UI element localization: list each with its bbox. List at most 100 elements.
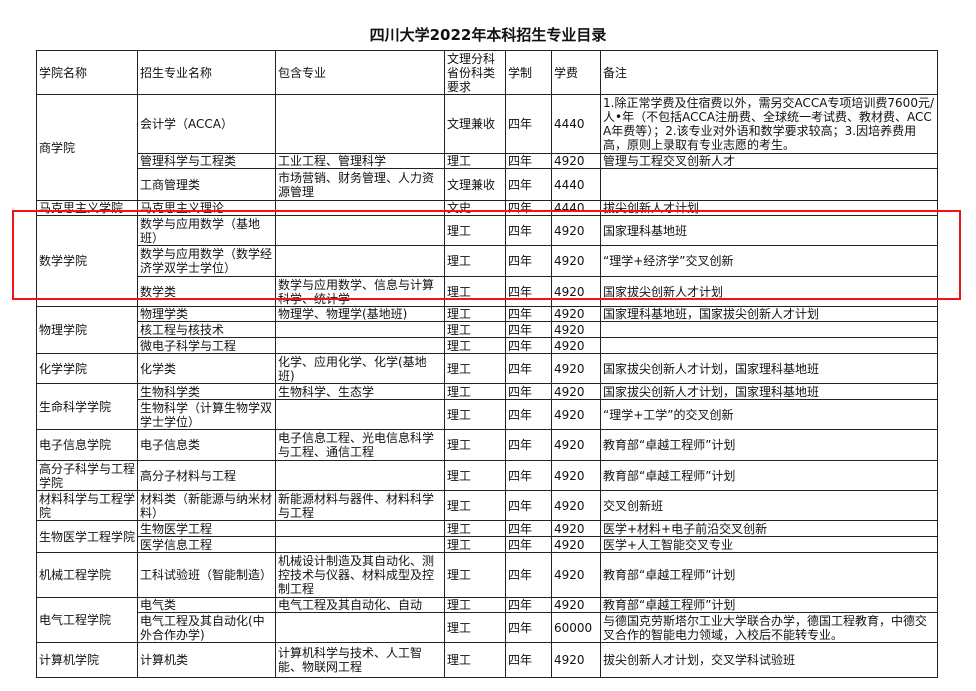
major-name: 电气工程及其自动化(中外合作办学) [140,613,265,642]
included-majors-cell [275,460,445,491]
major-name-cell: 医学信息工程 [137,536,276,553]
college-name-cell: 物理学院 [36,306,138,354]
major-name-cell: 电子信息类 [137,429,276,461]
table-row: 微电子科学与工程 理工 四年 4920 [37,337,938,354]
subject-category: 理工 [447,568,472,582]
major-name: 医学信息工程 [140,537,213,552]
included-majors-cell [275,399,445,430]
included-majors [278,400,442,429]
table-row: 电气工程学院 电气类 电气工程及其自动化、自动 理工 四年 4920 教育部“卓越工程师”计… [36,597,938,643]
remarks: 教育部“卓越工程师”计划 [603,568,736,582]
major-name-cell: 高分子材料与工程 [137,460,276,491]
subject-category: 理工 [447,598,472,612]
major-name: 电气类 [140,598,177,612]
included-majors: 物理学、物理学(基地班) [278,307,408,321]
subject-category: 理工 [447,154,472,168]
remarks: “理学+工学”的交叉创新 [603,407,734,422]
tuition-fee-cell: 4920 [551,642,601,678]
subject-category-cell: 理工 [444,321,506,338]
remarks [603,322,935,337]
included-majors: 计算机科学与技术、人工智能、物联网工程 [278,646,423,674]
duration-cell: 四年 [505,460,552,491]
duration: 四年 [508,307,533,321]
college-name: 电子信息学院 [39,438,112,452]
tuition-fee: 4920 [554,284,585,299]
remarks-cell [600,168,938,201]
major-name-cell: 电气工程及其自动化(中外合作办学) [137,612,276,643]
major-name-cell: 物理学类 [137,306,276,322]
subject-category: 理工 [447,338,472,353]
tuition-fee: 4920 [554,537,585,552]
subject-category-cell: 理工 [444,612,506,643]
major-name-cell: 数学与应用数学（基地班） [137,215,276,246]
included-majors: 生物科学、生态学 [278,384,375,399]
subject-category-cell: 理工 [444,490,506,521]
tuition-fee: 4920 [554,361,585,376]
table-row: 马克思主义学院 马克思主义理论 文史 四年 4440 拔尖创新人才计划 [36,200,938,216]
header-duration-cell: 学制 [505,50,552,95]
college-name-cell: 生物医学工程学院 [36,520,138,553]
college-name: 电气工程学院 [39,613,112,627]
table-row: 管理科学与工程类 工业工程、管理科学 理工 四年 4920 管理与工程交叉创新人才 [37,153,938,169]
subject-category: 文理兼收 [447,177,496,192]
included-majors-cell [275,215,445,246]
header-fee: 学费 [554,65,579,80]
tuition-fee: 4920 [554,154,585,168]
tuition-fee-cell: 4920 [551,383,601,400]
tuition-fee-cell: 4920 [551,245,601,277]
college-name: 商学院 [39,140,76,155]
tuition-fee-cell: 4920 [551,520,601,537]
subject-category-cell: 理工 [444,552,506,598]
tuition-fee-cell: 60000 [551,612,601,643]
subject-category-cell: 理工 [444,337,506,354]
subject-category-cell: 理工 [444,536,506,553]
table-row: 商学院 会计学（ACCA） 文理兼收 四年 4440 1.除正常学费及住宿费以外，需另交A… [36,94,938,201]
remarks-cell: 教育部“卓越工程师”计划 [600,429,938,461]
duration-cell: 四年 [505,612,552,643]
tuition-fee-cell: 4920 [551,215,601,246]
included-majors-cell: 市场营销、财务管理、人力资源管理 [275,168,445,201]
included-majors-cell: 新能源材料与器件、材料科学与工程 [275,490,445,521]
subject-category: 文史 [447,201,472,215]
tuition-fee: 4920 [554,653,585,667]
major-name: 管理科学与工程类 [140,154,237,168]
tuition-fee: 4920 [554,468,585,483]
subject-category: 理工 [447,521,472,536]
tuition-fee: 4920 [554,521,585,536]
header-included: 包含专业 [278,65,327,80]
major-name: 数学类 [140,284,177,299]
major-name: 马克思主义理论 [140,201,225,215]
remarks: 国家拔尖创新人才计划，国家理科基地班 [603,361,820,376]
remarks: 与德国克劳斯塔尔工业大学联合办学，德国工程教育，中德交叉合作的智能电力领域，入校… [603,613,928,642]
major-name-cell: 生物科学（计算生物学双学士学位） [137,399,276,430]
major-name: 高分子材料与工程 [140,468,237,483]
college-name: 数学学院 [39,254,88,268]
remarks-cell: 国家理科基地班 [600,215,938,246]
subject-category-cell: 理工 [444,383,506,400]
major-name: 数学与应用数学（数学经济学双学士学位） [140,247,273,275]
college-name: 机械工程学院 [39,568,112,582]
duration: 四年 [508,361,533,376]
tuition-fee: 4440 [554,177,585,192]
header-category: 文理分科省份科类要求 [447,51,496,94]
subject-category: 理工 [447,498,472,513]
table-row: 生物科学（计算生物学双学士学位） 理工 四年 4920 “理学+工学”的交叉创新 [37,399,938,430]
major-name: 核工程与核技术 [140,322,225,337]
tuition-fee-cell: 4920 [551,597,601,613]
subject-category-cell: 文史 [444,200,506,216]
subject-category-cell: 理工 [444,276,506,307]
included-majors [278,521,442,536]
table-row: 生命科学学院 生物科学类 生物科学、生态学 理工 四年 4920 国家拔尖创新人才计划，国家… [36,383,938,430]
subject-category-cell: 理工 [444,597,506,613]
table-row: 数学学院 数学与应用数学（基地班） 理工 四年 4920 国家理科基地班 [36,215,938,307]
remarks-cell: 交叉创新班 [600,490,938,521]
duration: 四年 [508,620,533,635]
tuition-fee-cell: 4920 [551,306,601,322]
remarks: 拔尖创新人才计划，交叉学科试验班 [603,653,796,667]
included-majors: 数学与应用数学、信息与计算科学、统计学 [278,277,435,306]
included-majors [278,338,442,353]
duration-cell: 四年 [505,245,552,277]
tuition-fee-cell: 4920 [551,490,601,521]
subject-category: 理工 [447,653,472,667]
duration-cell: 四年 [505,276,552,307]
